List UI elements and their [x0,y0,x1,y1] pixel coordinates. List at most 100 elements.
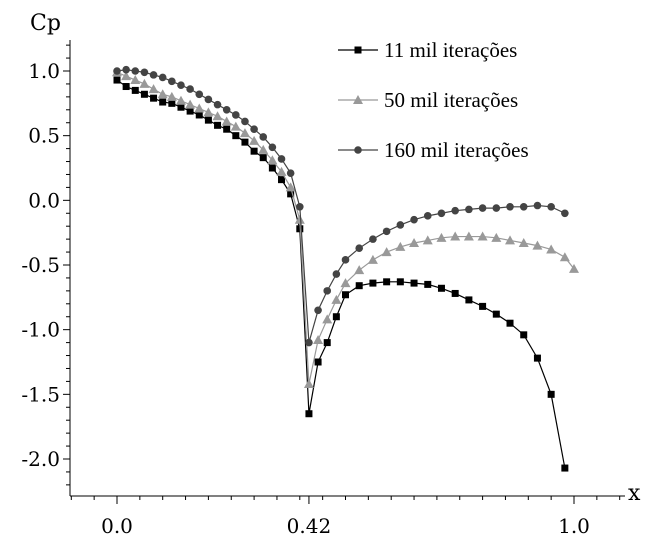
legend-label: 160 mil iterações [384,138,529,162]
data-point-circle [369,235,377,243]
legend: 11 mil iterações 50 mil iterações 160 mil … [338,38,529,162]
data-point-circle [506,203,514,211]
series-1 [113,76,569,472]
data-point-square [332,313,340,321]
data-point-circle [437,209,446,218]
plot-area: 1.0 0.5 0.0 -0.5 -1.0 -1.5 -2.0 0.0 0.42 1.0 [21,40,625,538]
data-point-circle [131,67,140,75]
data-point-square [437,284,445,292]
data-point-triangle [230,121,241,131]
series-layer [112,65,579,472]
data-point-triangle [221,116,232,126]
data-point-triangle [559,252,570,262]
data-point-circle [250,125,258,133]
y-tick-label: -2.0 [21,447,60,471]
data-point-square [547,390,555,398]
legend-label: 50 mil iterações [384,88,518,112]
legend-label: 11 mil iterações [384,38,517,62]
y-tick-label: -0.5 [21,253,60,277]
data-point-circle [204,95,213,104]
data-point-circle [561,209,569,218]
data-point-circle [195,90,204,99]
data-point-triangle [422,235,433,245]
data-point-circle [222,106,231,114]
x-tick-label: 0.0 [101,514,133,538]
data-point-square [424,280,432,288]
data-point-triangle [121,71,132,81]
legend-marker [354,46,362,54]
data-point-square [122,83,130,91]
data-point-triangle [546,244,557,254]
data-point-triangle [381,247,392,257]
data-point-square [410,279,418,287]
data-point-square [232,132,240,140]
x-axis-title: x [628,481,641,506]
data-point-triangle [491,232,502,242]
data-point-circle [396,221,405,229]
data-point-triangle [194,103,205,113]
data-point-square [177,103,185,111]
data-point-triangle [331,294,342,304]
legend-marker [353,95,363,104]
data-point-circle [286,169,295,177]
data-point-square [268,164,276,172]
data-point-square [355,282,363,290]
data-point-square [465,296,473,304]
data-point-square [223,125,231,133]
data-point-circle [492,204,501,212]
series-3 [113,65,569,347]
data-point-square [533,354,541,362]
legend-entry: 160 mil iterações [338,138,529,162]
data-point-triangle [139,78,150,88]
data-point-circle [149,71,158,79]
data-point-triangle [148,84,159,94]
y-ticks: 1.0 0.5 0.0 -0.5 -1.0 -1.5 -2.0 [21,44,70,486]
data-point-triangle [285,182,296,192]
data-point-triangle [258,144,269,154]
data-point-square [241,138,249,146]
data-point-triangle [212,111,223,121]
data-point-square [561,464,569,472]
data-point-square [278,176,286,184]
y-tick-label: 0.5 [28,124,60,148]
data-point-circle [277,155,286,163]
data-point-triangle [303,378,314,388]
data-point-square [305,410,313,418]
data-point-triangle [477,231,488,241]
data-point-triangle [436,232,447,242]
data-point-triangle [569,263,579,273]
data-point-triangle [203,107,214,117]
data-point-circle [332,270,341,278]
y-tick-label: 1.0 [28,59,60,83]
data-point-circle [113,67,121,75]
data-point-square [506,319,514,327]
data-point-triangle [322,314,333,324]
data-point-square [140,90,148,98]
data-point-circle [213,100,222,109]
data-point-triangle [532,240,543,250]
x-tick-label: 1.0 [558,514,590,538]
data-point-square [492,310,500,318]
data-point-circle [158,73,167,82]
data-point-circle [168,77,176,86]
data-point-circle [140,68,149,77]
data-point-triangle [340,278,351,288]
data-point-triangle [185,99,196,109]
data-point-circle [122,65,130,74]
data-point-circle [259,133,268,141]
data-point-circle [355,244,364,252]
data-point-circle [296,203,304,211]
data-point-triangle [505,235,516,245]
data-point-triangle [239,128,250,138]
data-point-circle [241,117,249,126]
series-line [116,71,575,385]
data-point-square [314,358,322,366]
legend-entry: 50 mil iterações [338,88,518,112]
data-point-circle [410,215,418,224]
data-point-circle [533,201,542,210]
data-point-circle [177,81,185,90]
data-point-square [159,98,167,106]
series-2 [112,67,579,388]
data-point-square [250,147,258,155]
